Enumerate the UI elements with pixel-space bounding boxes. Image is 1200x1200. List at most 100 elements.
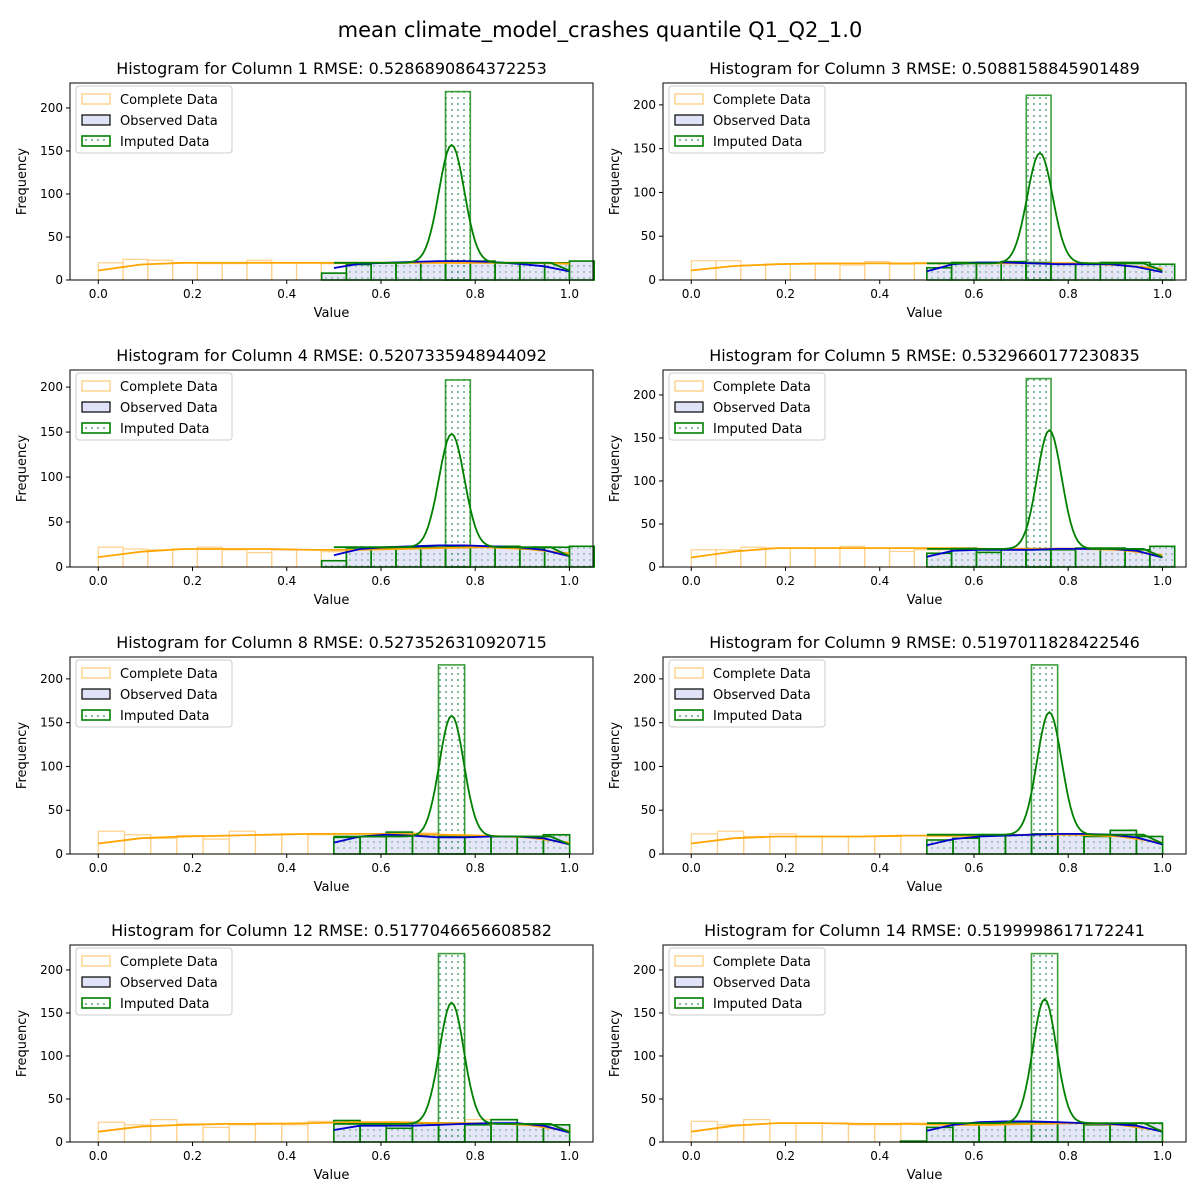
x-tick-label: 0.8 bbox=[1059, 574, 1078, 588]
x-tick-label: 0.2 bbox=[183, 861, 202, 875]
y-axis-label: Frequency bbox=[15, 722, 30, 789]
y-tick-label: 0 bbox=[648, 560, 656, 574]
legend-swatch bbox=[81, 380, 111, 392]
y-tick-label: 200 bbox=[633, 388, 656, 402]
imputed-peak-bar bbox=[1030, 664, 1059, 855]
legend-label: Observed Data bbox=[120, 114, 218, 129]
imputed-bar bbox=[1004, 1122, 1033, 1143]
subplot-title: Histogram for Column 9 RMSE: 0.519701182… bbox=[709, 633, 1140, 652]
x-tick-label: 1.0 bbox=[1153, 861, 1172, 875]
legend-label: Imputed Data bbox=[713, 997, 803, 1012]
legend-swatch bbox=[81, 976, 111, 988]
legend-box bbox=[668, 659, 826, 728]
x-tick-label: 1.0 bbox=[1153, 1149, 1172, 1163]
x-tick-label: 0.6 bbox=[371, 861, 390, 875]
legend-swatch bbox=[81, 135, 111, 147]
x-tick-label: 0.2 bbox=[776, 861, 795, 875]
complete-bar bbox=[743, 835, 771, 855]
x-axis-label: Value bbox=[314, 880, 350, 895]
imputed-bar bbox=[519, 548, 546, 568]
imputed-bar bbox=[494, 261, 521, 281]
y-tick-label: 150 bbox=[40, 144, 63, 158]
x-tick-label: 0.4 bbox=[870, 861, 889, 875]
complete-bar bbox=[172, 548, 199, 568]
y-axis-label: Frequency bbox=[15, 148, 30, 215]
y-tick-label: 50 bbox=[641, 803, 656, 817]
x-tick-label: 0.8 bbox=[466, 861, 485, 875]
y-tick-label: 50 bbox=[48, 230, 63, 244]
legend-label: Imputed Data bbox=[120, 997, 210, 1012]
x-tick-label: 1.0 bbox=[560, 861, 579, 875]
x-tick-label: 0.8 bbox=[466, 574, 485, 588]
imputed-bar bbox=[1074, 547, 1102, 568]
y-axis-label: Frequency bbox=[15, 435, 30, 502]
legend-label: Imputed Data bbox=[120, 709, 210, 724]
x-tick-label: 0.8 bbox=[466, 287, 485, 301]
y-tick-label: 0 bbox=[648, 1135, 656, 1149]
y-axis-label: Frequency bbox=[608, 722, 623, 789]
y-tick-label: 200 bbox=[633, 672, 656, 686]
imputed-bar bbox=[1056, 1122, 1085, 1143]
kde-imputed-line bbox=[333, 714, 570, 846]
x-axis-label: Value bbox=[907, 593, 943, 608]
legend-label: Complete Data bbox=[120, 380, 218, 395]
imputed-peak-bar bbox=[444, 90, 472, 281]
legend: Complete Data Observed Data Imputed Data bbox=[75, 947, 233, 1016]
axes-frame bbox=[69, 944, 594, 1143]
legend-label: Complete Data bbox=[120, 93, 218, 108]
subplot-6: Histogram for Column 9 RMSE: 0.519701182… bbox=[608, 633, 1187, 895]
legend-box bbox=[75, 659, 233, 728]
imputed-peak-bar bbox=[1025, 94, 1052, 281]
subplot-title: Histogram for Column 14 RMSE: 0.51999986… bbox=[704, 921, 1145, 940]
complete-bar bbox=[690, 833, 719, 855]
x-axis-label: Value bbox=[907, 306, 943, 321]
legend-label: Observed Data bbox=[120, 688, 218, 703]
imputed-bars bbox=[926, 377, 1176, 568]
legend-label: Imputed Data bbox=[713, 422, 803, 437]
x-tick-label: 0.8 bbox=[466, 1149, 485, 1163]
x-axis-label: Value bbox=[314, 593, 350, 608]
complete-bar bbox=[874, 1124, 902, 1143]
y-tick-label: 150 bbox=[633, 1006, 656, 1020]
complete-bar bbox=[307, 834, 335, 855]
x-tick-label: 0.4 bbox=[277, 861, 296, 875]
complete-bar bbox=[900, 835, 928, 855]
legend: Complete Data Observed Data Imputed Data bbox=[668, 372, 826, 441]
legend-swatch bbox=[674, 667, 704, 679]
imputed-bar bbox=[952, 1123, 980, 1143]
y-tick-label: 100 bbox=[40, 187, 63, 201]
complete-bar bbox=[147, 549, 174, 568]
complete-bar bbox=[176, 1123, 204, 1143]
complete-bar bbox=[789, 263, 816, 281]
complete-bar bbox=[690, 549, 717, 568]
imputed-bar bbox=[975, 261, 1003, 281]
complete-bar bbox=[765, 547, 792, 568]
y-tick-label: 200 bbox=[633, 98, 656, 112]
kde-imputed-line bbox=[926, 151, 1163, 272]
figure-title: mean climate_model_crashes quantile Q1_Q… bbox=[337, 18, 863, 42]
x-tick-label: 1.0 bbox=[560, 287, 579, 301]
complete-bar bbox=[795, 1122, 823, 1143]
imputed-bar bbox=[1004, 833, 1033, 855]
x-axis-label: Value bbox=[907, 880, 943, 895]
legend-box bbox=[75, 372, 233, 441]
x-tick-label: 0.2 bbox=[776, 574, 795, 588]
imputed-bar bbox=[978, 833, 1007, 855]
imputed-bar bbox=[1000, 548, 1027, 568]
imputed-bar bbox=[1083, 835, 1112, 855]
legend-swatch bbox=[81, 93, 111, 105]
imputed-bar bbox=[320, 559, 348, 568]
y-tick-label: 100 bbox=[633, 759, 656, 773]
complete-bar bbox=[202, 1126, 230, 1143]
imputed-bar bbox=[568, 545, 596, 568]
y-tick-label: 50 bbox=[641, 229, 656, 243]
imputed-peak-bar bbox=[1030, 952, 1059, 1143]
subplot-3: Histogram for Column 4 RMSE: 0.520733594… bbox=[15, 346, 596, 608]
imputed-bar bbox=[419, 546, 447, 568]
legend-box bbox=[75, 947, 233, 1016]
complete-bar bbox=[740, 264, 767, 281]
x-tick-label: 0.8 bbox=[1059, 287, 1078, 301]
legend-label: Observed Data bbox=[120, 401, 218, 416]
y-tick-label: 50 bbox=[48, 515, 63, 529]
imputed-bar bbox=[1000, 260, 1027, 281]
